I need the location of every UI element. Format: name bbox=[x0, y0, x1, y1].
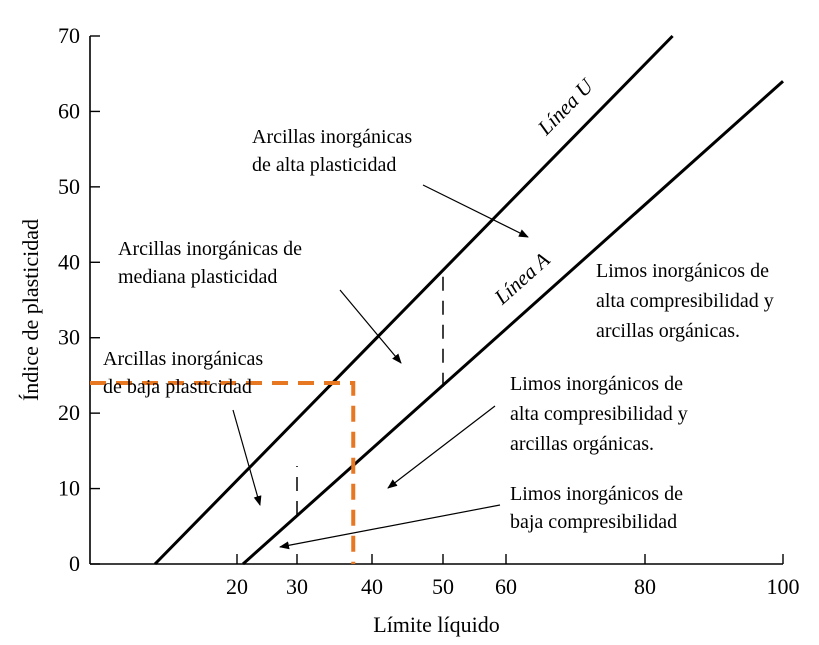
arrow-cl-high bbox=[422, 184, 529, 238]
arrow-ml bbox=[279, 504, 501, 550]
arrow-cl-low bbox=[232, 409, 262, 506]
x-tick-label: 40 bbox=[361, 574, 383, 599]
annotation-line: Limos inorgánicos de bbox=[596, 260, 769, 282]
annotation-line: Limos inorgánicos de bbox=[510, 373, 683, 395]
annotation-line: de baja plasticidad bbox=[103, 376, 252, 398]
annotation-mh-upper: Limos inorgánicos de alta compresibilidad… bbox=[596, 260, 774, 342]
annotation-line: Arcillas inorgánicas bbox=[103, 348, 263, 370]
annotation-line: alta compresibilidad y bbox=[510, 403, 688, 425]
series-line-0 bbox=[153, 34, 674, 566]
y-tick-label: 60 bbox=[58, 98, 80, 123]
series-label-1: Línea A bbox=[489, 247, 555, 309]
annotation-line: Arcillas inorgánicas de bbox=[118, 238, 302, 260]
arrow-cl-medium bbox=[339, 289, 402, 364]
y-tick-label: 30 bbox=[58, 325, 80, 350]
x-axis-title: Límite líquido bbox=[373, 612, 500, 637]
x-tick-label: 60 bbox=[495, 574, 517, 599]
y-tick-label: 50 bbox=[58, 174, 80, 199]
series-line-1 bbox=[242, 80, 784, 566]
x-tick-label: 50 bbox=[432, 574, 454, 599]
y-tick-label: 0 bbox=[69, 551, 80, 576]
y-tick-label: 40 bbox=[58, 249, 80, 274]
annotation-line: arcillas orgánicas. bbox=[510, 433, 654, 455]
y-axis-title: Índice de plasticidad bbox=[18, 219, 43, 401]
series-label-0: Línea U bbox=[532, 73, 599, 141]
annotation-line: arcillas orgánicas. bbox=[596, 320, 740, 342]
annotation-cl-medium: Arcillas inorgánicas de mediana plasticid… bbox=[118, 238, 302, 288]
annotation-line: mediana plasticidad bbox=[118, 266, 277, 288]
annotation-line: Arcillas inorgánicas bbox=[252, 126, 412, 148]
y-tick-label: 20 bbox=[58, 400, 80, 425]
annotation-cl-high: Arcillas inorgánicas de alta plasticidad bbox=[252, 126, 412, 176]
annotation-ml: Limos inorgánicos de baja compresibilidad bbox=[510, 483, 683, 533]
x-tick-label: 20 bbox=[226, 574, 248, 599]
x-tick-label: 100 bbox=[767, 574, 800, 599]
annotation-mh-lower: Limos inorgánicos de alta compresibilidad… bbox=[510, 373, 688, 455]
annotation-line: de alta plasticidad bbox=[252, 154, 396, 176]
annotation-cl-low: Arcillas inorgánicas de baja plasticidad bbox=[103, 348, 263, 398]
annotation-line: baja compresibilidad bbox=[510, 511, 677, 533]
x-tick-label: 30 bbox=[286, 574, 308, 599]
y-tick-label: 10 bbox=[58, 476, 80, 501]
arrow-mh-lower bbox=[387, 405, 496, 489]
annotation-line: Limos inorgánicos de bbox=[510, 483, 683, 505]
annotation-line: alta compresibilidad y bbox=[596, 290, 774, 312]
highlight-path bbox=[90, 380, 356, 564]
x-tick-label: 80 bbox=[634, 574, 656, 599]
y-tick-label: 70 bbox=[58, 23, 80, 48]
